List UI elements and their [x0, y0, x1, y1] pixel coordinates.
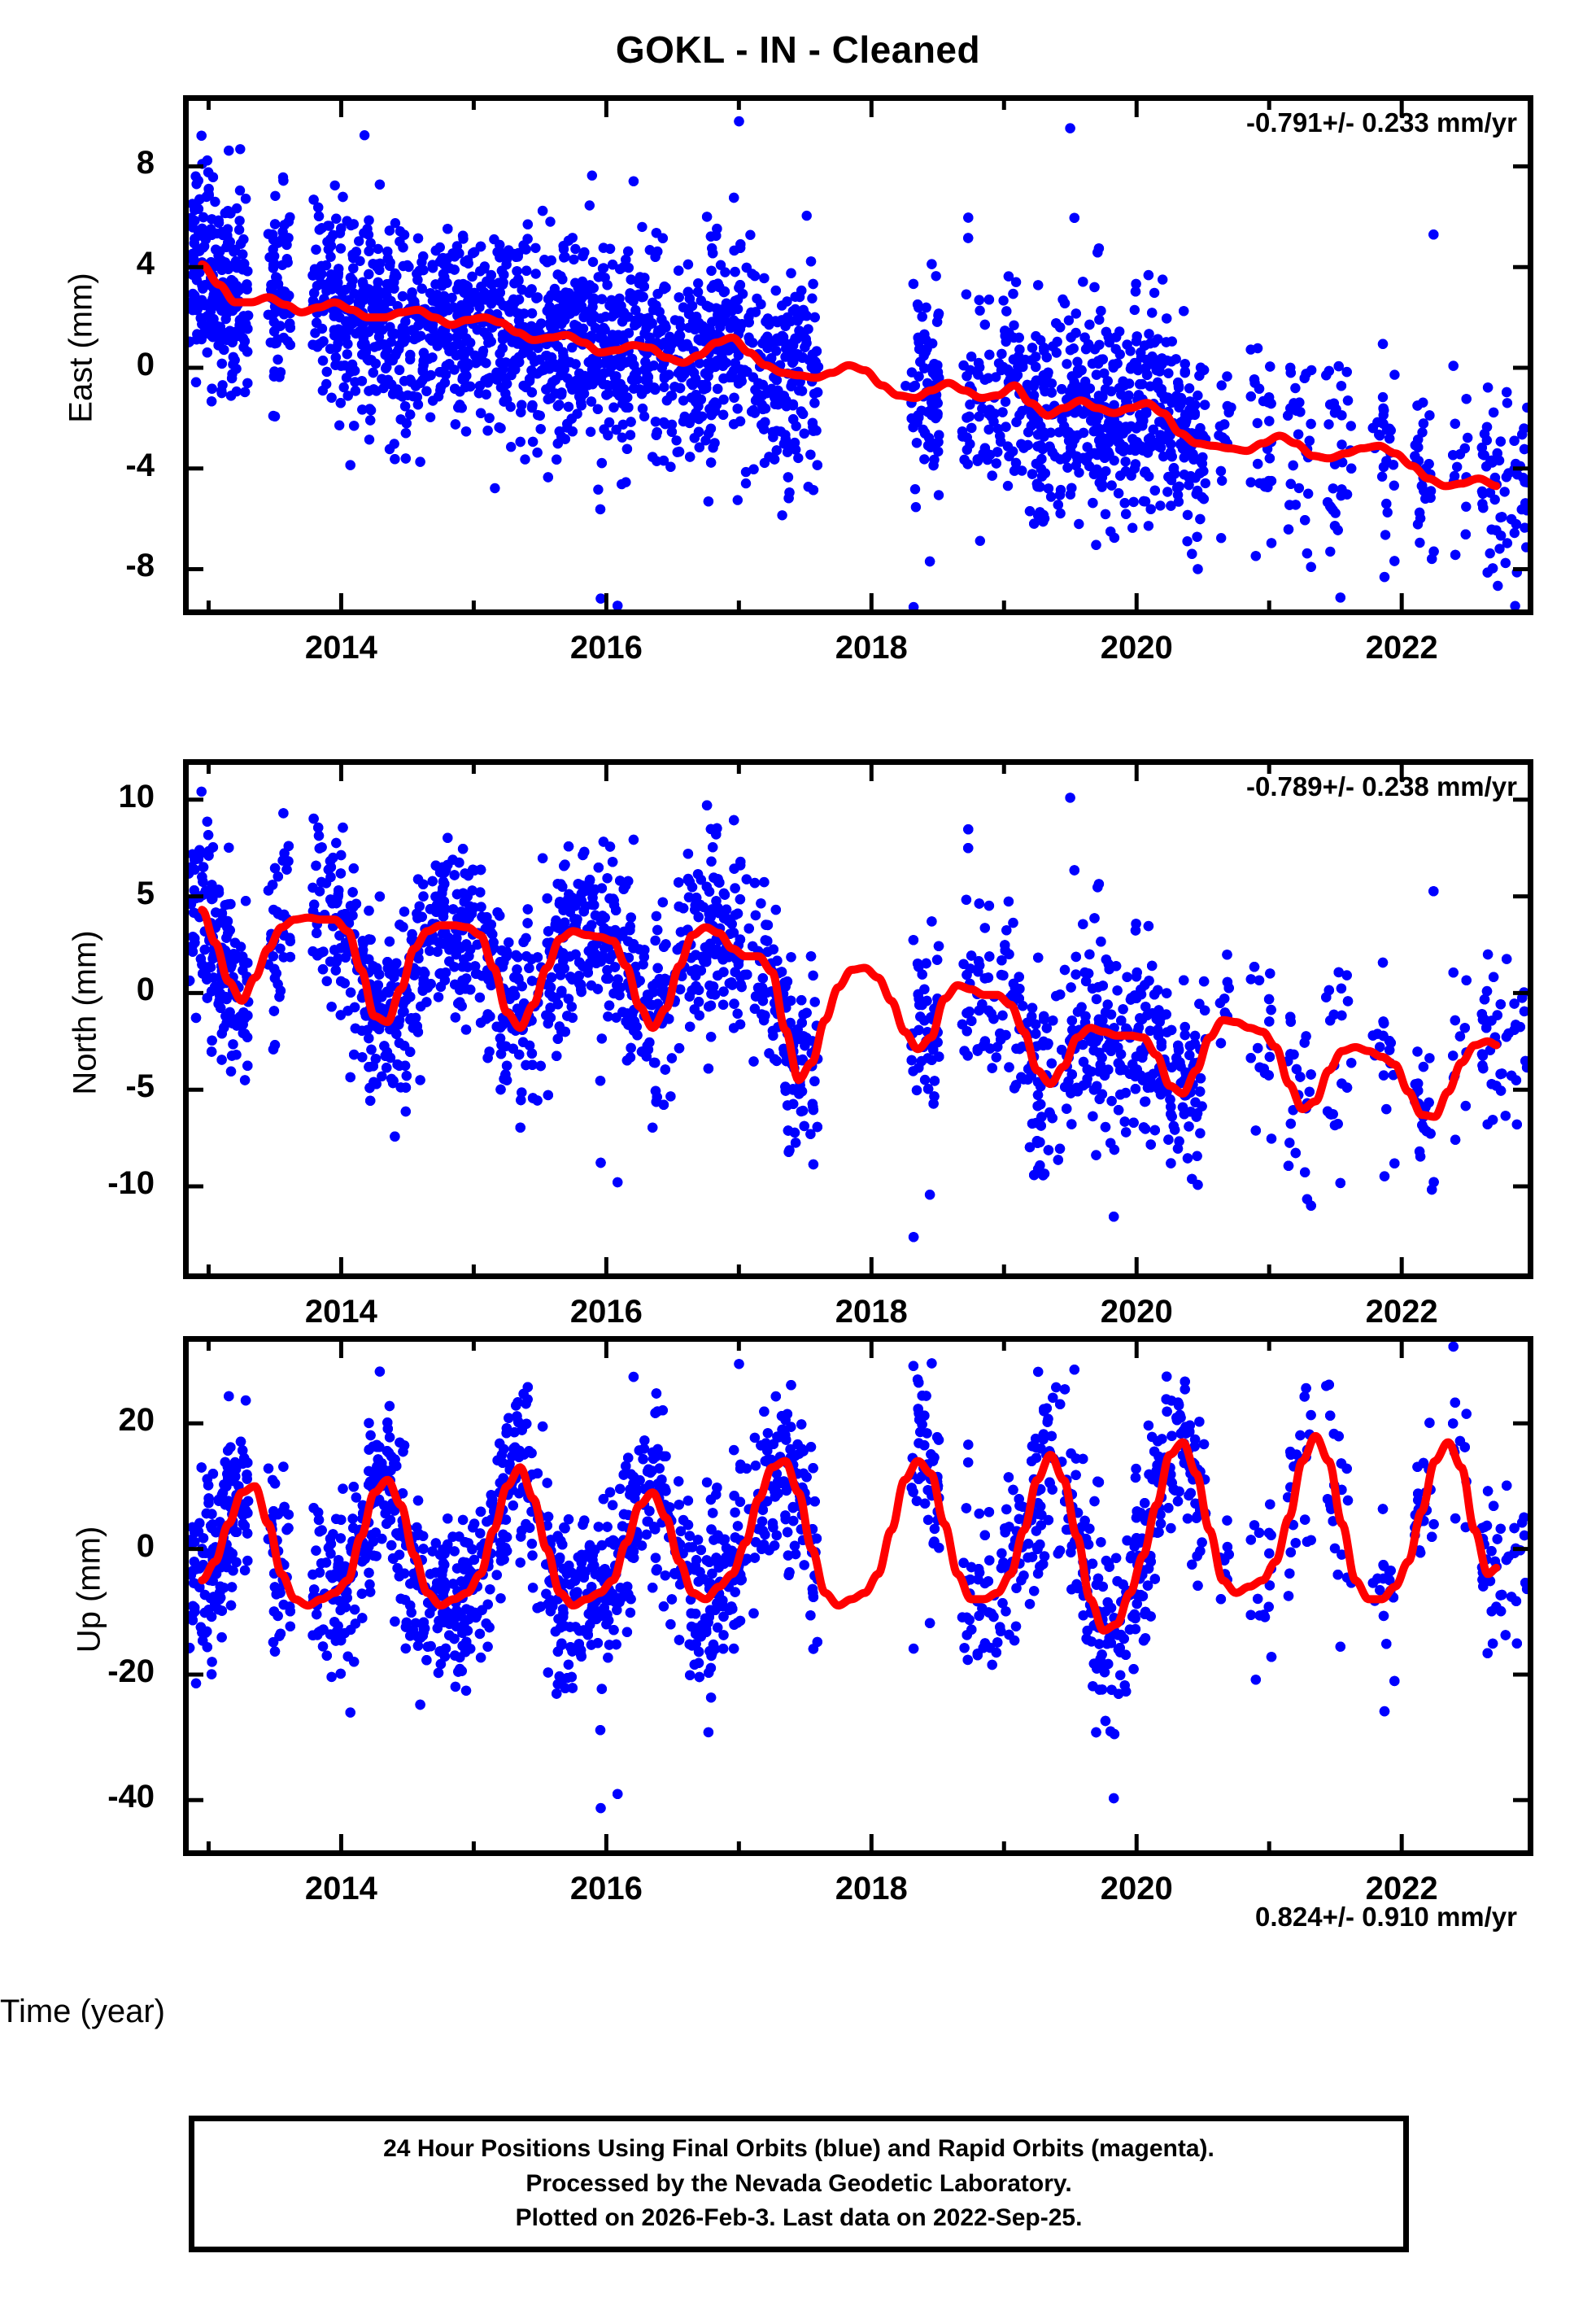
- y-tick-label: 10: [118, 778, 155, 815]
- y-tick-label: 5: [136, 875, 155, 911]
- x-tick-label: 2018: [835, 1871, 908, 1906]
- x-tick-label: 2016: [569, 1871, 643, 1906]
- x-tick-label: 2018: [835, 1294, 908, 1330]
- x-tick-label: 2020: [1100, 1871, 1173, 1906]
- x-tick-label: 2022: [1365, 630, 1438, 666]
- x-tick-label: 2022: [1365, 1871, 1438, 1906]
- x-tick-label: 2014: [304, 1871, 377, 1906]
- x-tick-label: 2016: [569, 1294, 643, 1330]
- rate-annotation-north: -0.789+/- 0.238 mm/yr: [1246, 771, 1517, 801]
- x-tick-label: 2020: [1100, 630, 1173, 666]
- y-tick-label: -8: [125, 548, 155, 584]
- plot-frame-up: [183, 1336, 1533, 1856]
- y-tick-label: -10: [107, 1165, 155, 1202]
- y-tick-label: 0: [136, 346, 155, 382]
- x-tick-label: 2014: [304, 630, 377, 666]
- y-axis-label-north: North (mm): [67, 930, 103, 1095]
- footer-line-2: Processed by the Nevada Geodetic Laborat…: [525, 2169, 1072, 2197]
- plot-canvas-north: [189, 765, 1528, 1273]
- plot-canvas-east: [189, 101, 1528, 609]
- page-title: GOKL - IN - Cleaned: [615, 28, 981, 71]
- x-tick-label: 2022: [1365, 1294, 1438, 1330]
- y-tick-label: -4: [125, 447, 155, 483]
- y-tick-label: 4: [136, 246, 155, 282]
- y-tick-label: -40: [107, 1779, 155, 1815]
- footer-caption-box: 24 Hour Positions Using Final Orbits (bl…: [189, 2116, 1409, 2252]
- x-tick-label: 2014: [304, 1294, 377, 1330]
- x-tick-label: 2018: [835, 630, 908, 666]
- rate-annotation-east: -0.791+/- 0.233 mm/yr: [1246, 107, 1517, 138]
- plot-frame-east: [183, 95, 1533, 615]
- footer-line-1: 24 Hour Positions Using Final Orbits (bl…: [383, 2135, 1214, 2163]
- y-tick-label: 20: [118, 1402, 155, 1439]
- y-tick-label: -20: [107, 1653, 155, 1689]
- y-tick-label: -5: [125, 1068, 155, 1105]
- x-tick-label: 2020: [1100, 1294, 1173, 1330]
- footer-line-3: Plotted on 2026-Feb-3. Last data on 2022…: [515, 2204, 1083, 2232]
- y-tick-label: 0: [136, 972, 155, 1008]
- plot-canvas-up: [189, 1342, 1528, 1850]
- y-tick-label: 0: [136, 1527, 155, 1564]
- rate-annotation-up: 0.824+/- 0.910 mm/yr: [1255, 1902, 1517, 1932]
- x-tick-label: 2016: [569, 630, 643, 666]
- y-tick-label: 8: [136, 145, 155, 181]
- plot-frame-north: [183, 759, 1533, 1279]
